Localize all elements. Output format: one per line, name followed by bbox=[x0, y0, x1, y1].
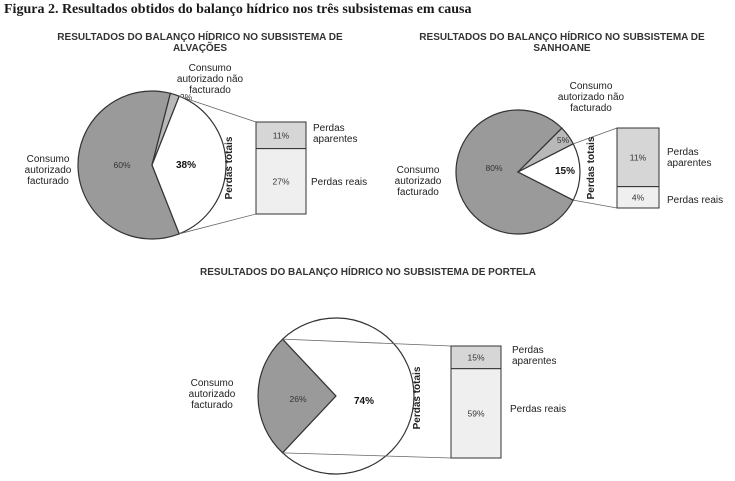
slice-label: facturado bbox=[27, 176, 69, 187]
slice-value-label: 26% bbox=[289, 394, 306, 404]
slice-value-label: 38% bbox=[176, 160, 196, 171]
pie-slice bbox=[151, 95, 227, 235]
losses-bar-segment bbox=[255, 121, 307, 150]
chart-title: RESULTADOS DO BALANÇO HÍDRICO NO SUBSIST… bbox=[57, 30, 343, 43]
connector-line bbox=[573, 127, 618, 145]
slice-value-label: 80% bbox=[485, 163, 502, 173]
losses-bar-segment bbox=[450, 368, 502, 459]
slice-label: Consumo bbox=[27, 154, 70, 165]
slice-label: autorizado não bbox=[177, 74, 244, 85]
losses-axis-label: Perdas totais bbox=[224, 136, 235, 199]
slice-value-label: 74% bbox=[354, 396, 374, 407]
connector-line bbox=[282, 452, 452, 459]
losses-segment-value: 11% bbox=[273, 130, 290, 140]
figure-title: Figura 2. Resultados obtidos do balanço … bbox=[4, 2, 472, 17]
losses-segment-value: 27% bbox=[272, 176, 289, 186]
slice-label: autorizado bbox=[395, 176, 442, 187]
slice-label: Consumo bbox=[397, 165, 440, 176]
losses-segment-label: aparentes bbox=[512, 356, 556, 367]
losses-segment-label: Perdas bbox=[512, 345, 544, 356]
slice-label: autorizado bbox=[25, 165, 72, 176]
losses-segment-label: Perdas reais bbox=[667, 195, 723, 206]
slice-label: facturado bbox=[570, 103, 612, 114]
pie-slice bbox=[257, 338, 337, 454]
chart-title: SANHOANE bbox=[533, 43, 591, 54]
losses-segment-value: 4% bbox=[632, 192, 645, 202]
losses-segment-value: 59% bbox=[467, 408, 484, 418]
slice-label: Consumo bbox=[570, 81, 613, 92]
slice-value-label: 15% bbox=[555, 166, 575, 177]
slice-value-label: 2% bbox=[180, 92, 193, 102]
slice-value-label: 5% bbox=[557, 135, 570, 145]
losses-segment-label: aparentes bbox=[313, 134, 357, 145]
pie-slice bbox=[516, 143, 581, 201]
losses-axis-label: Perdas totais bbox=[586, 136, 597, 199]
losses-segment-value: 11% bbox=[630, 152, 647, 162]
connector-line bbox=[179, 95, 257, 123]
slice-label: autorizado não bbox=[558, 92, 625, 103]
slice-value-label: 60% bbox=[113, 160, 130, 170]
losses-segment-label: aparentes bbox=[667, 158, 711, 169]
losses-segment-value: 15% bbox=[467, 352, 484, 362]
pie-slice bbox=[455, 109, 575, 235]
losses-axis-label: Perdas totais bbox=[412, 366, 423, 429]
losses-segment-label: Perdas bbox=[667, 147, 699, 158]
losses-segment-label: Perdas reais bbox=[311, 177, 367, 188]
losses-segment-label: Perdas reais bbox=[510, 404, 566, 415]
slice-label: autorizado bbox=[189, 389, 236, 400]
slice-label: Consumo bbox=[191, 378, 234, 389]
pie-slice bbox=[77, 90, 181, 240]
connector-line bbox=[573, 199, 618, 209]
chart-title: RESULTADOS DO BALANÇO HÍDRICO NO SUBSIST… bbox=[200, 265, 536, 278]
connector-line bbox=[282, 338, 452, 347]
slice-label: facturado bbox=[191, 400, 233, 411]
losses-bar-segment bbox=[255, 148, 307, 215]
connector-line bbox=[179, 213, 257, 235]
losses-segment-label: Perdas bbox=[313, 123, 345, 134]
slice-label: facturado bbox=[189, 85, 231, 96]
losses-bar-segment bbox=[616, 186, 660, 209]
chart-title: RESULTADOS DO BALANÇO HÍDRICO NO SUBSIST… bbox=[419, 30, 705, 43]
chart-title: ALVAÇÕES bbox=[173, 41, 227, 54]
losses-bar-segment bbox=[616, 127, 660, 188]
slice-label: facturado bbox=[397, 187, 439, 198]
pie-slice bbox=[281, 317, 415, 475]
slice-label: Consumo bbox=[189, 63, 232, 74]
